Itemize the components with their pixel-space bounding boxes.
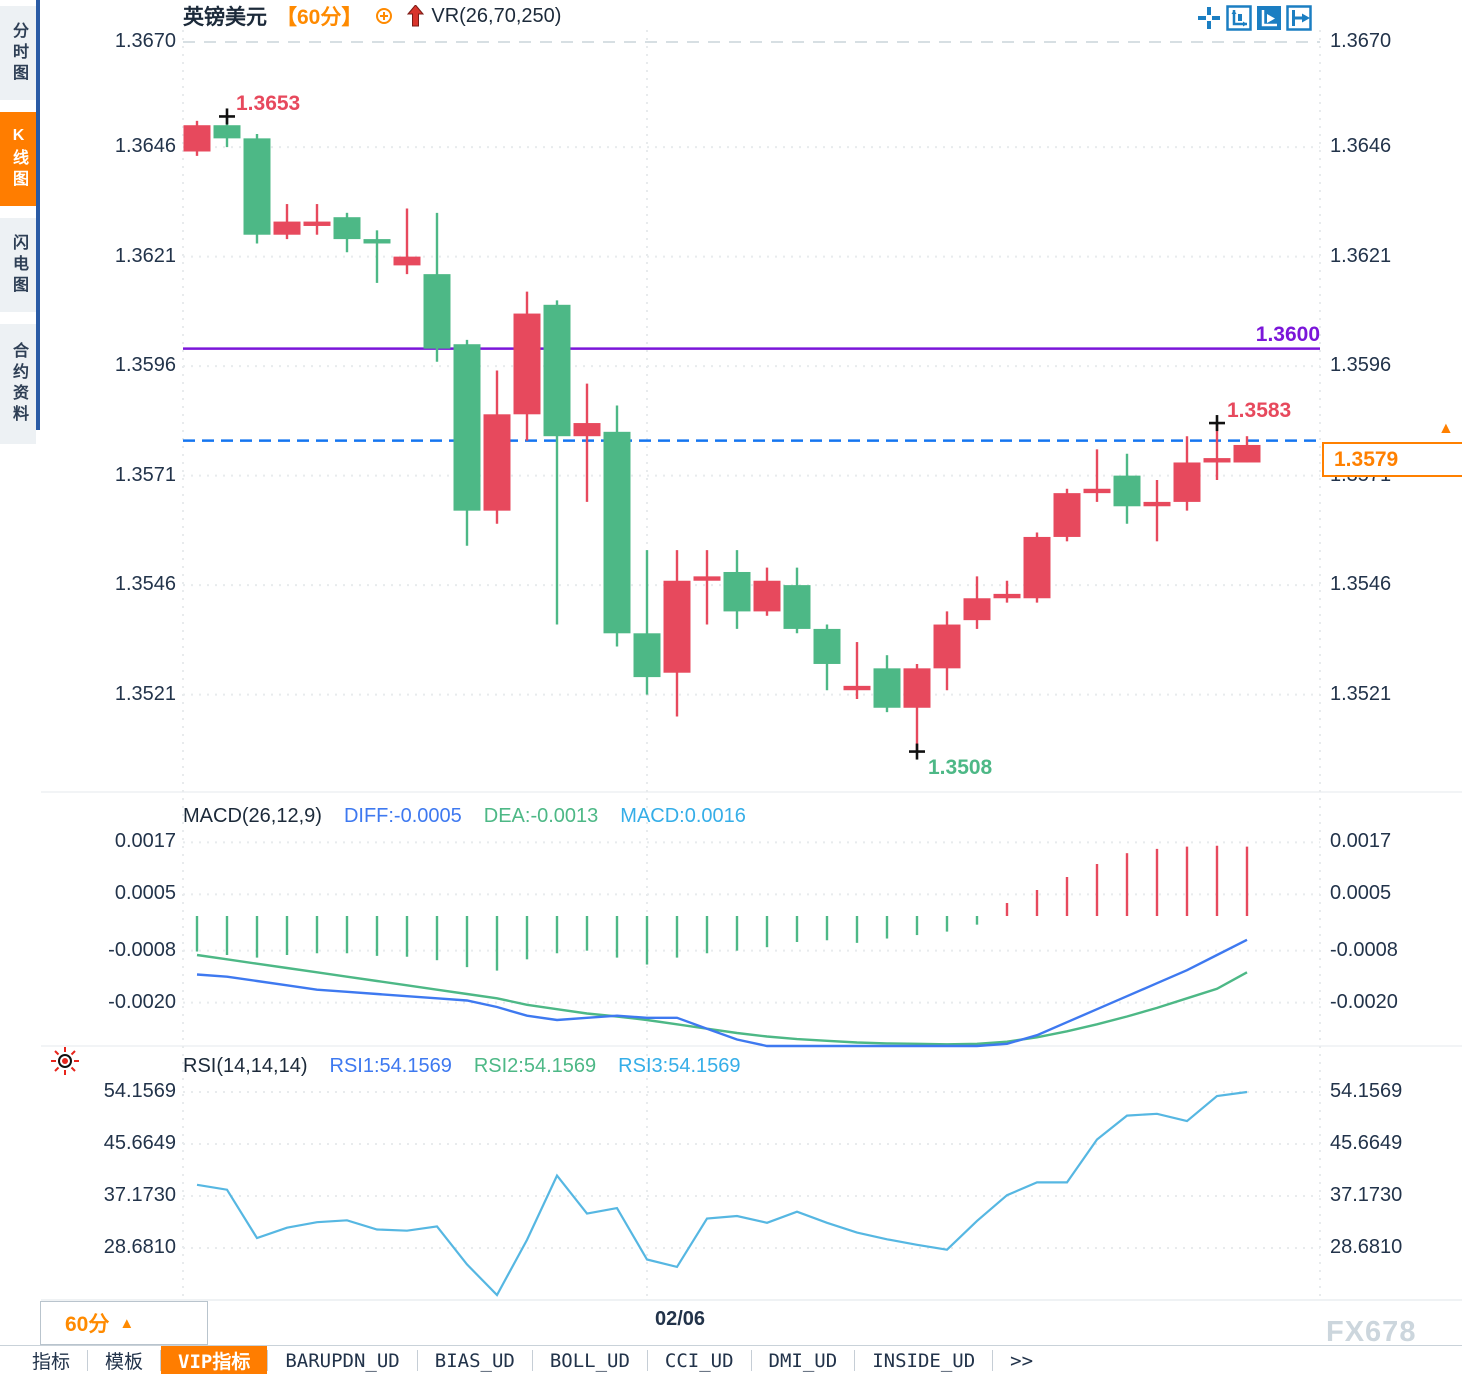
rsi-axis-label-left: 45.6649	[103, 1131, 176, 1154]
rsi-axis-label-left: 28.6810	[103, 1235, 176, 1258]
last-price-tag: 1.3579	[1322, 442, 1462, 477]
timeframe-label: 60分	[65, 1313, 110, 1336]
sidebar-tab-K线图[interactable]: K线图	[0, 112, 36, 206]
price-up-arrow-icon: ▲	[1438, 420, 1454, 437]
tab-separator	[750, 1350, 752, 1371]
indicator-tab-BARUPDN_UD[interactable]: BARUPDN_UD	[285, 1349, 400, 1372]
indicator-tab->>[interactable]: >>	[1010, 1349, 1034, 1372]
macd-axis-label-right: 0.0017	[1330, 830, 1392, 853]
recent-high-label: 1.3583	[1227, 399, 1292, 422]
indicator-tab-CCI_UD[interactable]: CCI_UD	[664, 1349, 734, 1372]
rsi-axis-label-right: 28.6810	[1330, 1235, 1403, 1258]
price-axis-label-right: 1.3621	[1330, 244, 1392, 267]
price-axis-label-right: 1.3596	[1330, 354, 1392, 377]
sidebar-tab-分时图[interactable]: 分时图	[0, 6, 36, 100]
indicator-tab-模板[interactable]: 模板	[105, 1351, 144, 1373]
tab-separator	[160, 1350, 162, 1371]
price-axis-label-right: 1.3546	[1330, 573, 1392, 596]
price-axis-label-left: 1.3621	[114, 244, 176, 267]
macd-axis-label-right: -0.0008	[1330, 938, 1398, 961]
indicator-tab-INSIDE_UD[interactable]: INSIDE_UD	[872, 1349, 976, 1372]
axis-zoom-icon[interactable]	[1226, 5, 1252, 31]
price-axis-label-right: 1.3521	[1330, 682, 1392, 705]
indicator-tabbar: 指标 模板 VIP指标 BARUPDN_UD BIAS_UD BOLL_UD CCI_UD D…	[0, 1345, 1462, 1374]
live-indicator-sun-icon	[50, 1046, 80, 1081]
watermark: FX678	[1326, 1316, 1417, 1348]
period-label[interactable]: 【60分】	[276, 6, 363, 29]
indicator-tab-BOLL_UD[interactable]: BOLL_UD	[549, 1349, 630, 1372]
page-forward-icon[interactable]	[1286, 5, 1312, 31]
timeframe-selector[interactable]: 60分 ▲	[40, 1301, 208, 1345]
indicator-tab-指标[interactable]: 指标	[32, 1351, 71, 1373]
macd-dea-value: DEA:-0.0013	[483, 805, 599, 827]
macd-title: MACD(26,12,9)	[183, 805, 322, 827]
rsi1-value: RSI1:54.1569	[329, 1055, 452, 1077]
tab-separator	[531, 1350, 533, 1371]
swing-high-label: 1.3653	[236, 92, 301, 115]
rsi-axis-label-right: 54.1569	[1330, 1080, 1403, 1102]
swing-low-label: 1.3508	[928, 756, 993, 779]
macd-axis-label-left: -0.0020	[108, 990, 176, 1013]
chart-toolbar	[1196, 5, 1312, 31]
rsi-header: RSI(14,14,14) RSI1:54.1569 RSI2:54.1569 …	[183, 1055, 741, 1078]
timeframe-arrow-icon: ▲	[119, 1314, 135, 1332]
price-axis-label-left: 1.3596	[114, 354, 176, 377]
price-axis-label-left: 1.3521	[114, 682, 176, 705]
chart-header: 英镑美元 【60分】 VR(26,70,250)	[183, 3, 561, 29]
circle-plus-icon[interactable]	[375, 7, 393, 25]
rsi-title: RSI(14,14,14)	[183, 1055, 308, 1077]
price-axis-label-left: 1.3646	[114, 135, 176, 158]
sidebar-accent-line	[36, 0, 40, 430]
tab-separator	[646, 1350, 648, 1371]
red-up-arrow-icon[interactable]	[407, 4, 425, 28]
price-axis-label-left: 1.3546	[114, 573, 176, 596]
macd-axis-label-left: 0.0017	[114, 830, 176, 853]
indicator-tab-DMI_UD[interactable]: DMI_UD	[768, 1349, 838, 1372]
pan-tool-icon[interactable]	[1196, 5, 1222, 31]
macd-header: MACD(26,12,9) DIFF:-0.0005 DEA:-0.0013 M…	[183, 805, 746, 828]
macd-axis-label-left: 0.0005	[114, 882, 176, 905]
sidebar-tab-闪电图[interactable]: 闪电图	[0, 218, 36, 312]
rsi-axis-label-right: 45.6649	[1330, 1131, 1403, 1154]
price-axis-label-left: 1.3670	[114, 30, 176, 52]
price-axis-label-right: 1.3646	[1330, 135, 1392, 158]
tab-separator	[87, 1350, 89, 1371]
rsi3-value: RSI3:54.1569	[618, 1055, 741, 1077]
indicator-tab-VIP指标[interactable]: VIP指标	[161, 1346, 268, 1374]
macd-axis-label-right: 0.0005	[1330, 882, 1392, 905]
tab-separator	[267, 1350, 269, 1371]
rsi-axis-label-right: 37.1730	[1330, 1183, 1403, 1206]
macd-axis-label-right: -0.0020	[1330, 990, 1398, 1013]
sidebar-tab-合约资料[interactable]: 合约资料	[0, 324, 36, 444]
rsi-axis-label-left: 37.1730	[103, 1183, 176, 1206]
macd-diff-value: DIFF:-0.0005	[343, 805, 462, 827]
rsi2-value: RSI2:54.1569	[473, 1055, 597, 1077]
indicator-tab-BIAS_UD[interactable]: BIAS_UD	[434, 1349, 515, 1372]
auto-play-icon[interactable]	[1256, 5, 1282, 31]
tab-separator	[992, 1350, 994, 1371]
macd-macd-value: MACD:0.0016	[620, 805, 746, 827]
price-axis-label-left: 1.3571	[114, 463, 176, 486]
sidebar: 分时图 K线图闪电图合约资料	[0, 0, 40, 1374]
macd-axis-label-left: -0.0008	[108, 938, 176, 961]
symbol-title: 英镑美元	[183, 6, 267, 29]
price-axis-label-right: 1.3670	[1330, 30, 1392, 52]
date-axis-label: 02/06	[655, 1308, 706, 1330]
tab-separator	[416, 1350, 418, 1371]
hline-price-label: 1.3600	[1255, 323, 1320, 346]
tab-separator	[854, 1350, 856, 1371]
vr-indicator-label: VR(26,70,250)	[431, 4, 562, 27]
rsi-axis-label-left: 54.1569	[103, 1080, 176, 1102]
